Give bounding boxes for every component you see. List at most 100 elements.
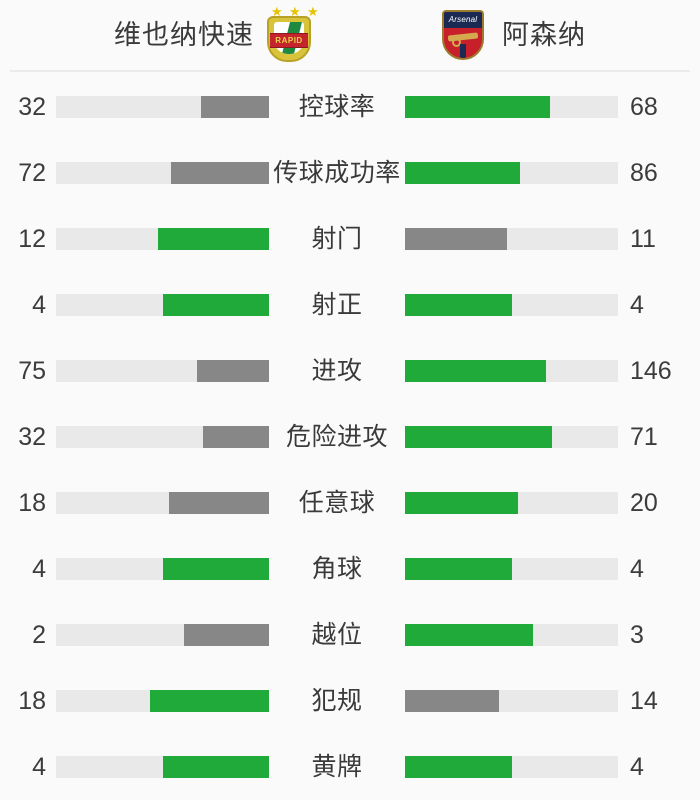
crest-stripe <box>460 44 466 58</box>
stat-row: 18 任意球 20 <box>0 470 700 536</box>
home-value: 72 <box>18 158 46 187</box>
rapid-wien-crest-icon: ★ ★ ★ RAPID <box>262 4 319 64</box>
stat-row: 2 越位 3 <box>0 602 700 668</box>
stat-label: 控球率 <box>298 92 376 121</box>
home-bar-fill <box>168 492 269 514</box>
arsenal-crest-icon: Arsenal <box>436 6 490 64</box>
home-bar-track <box>56 228 269 250</box>
home-value: 4 <box>32 554 46 583</box>
stat-label: 传球成功率 <box>273 158 401 187</box>
home-value: 2 <box>32 620 46 649</box>
away-value: 68 <box>630 92 658 121</box>
away-bar-track <box>405 96 618 118</box>
crest-stars: ★ ★ ★ <box>271 4 319 19</box>
home-bar-track <box>56 294 269 316</box>
stat-label: 危险进攻 <box>285 422 388 451</box>
stat-label: 越位 <box>311 620 363 649</box>
away-value: 71 <box>630 422 658 451</box>
home-bar-fill <box>200 96 269 118</box>
away-bar-track <box>405 492 618 514</box>
away-value: 14 <box>630 686 658 715</box>
home-bar-track <box>56 426 269 448</box>
home-bar-track <box>56 690 269 712</box>
stat-label: 射门 <box>311 224 363 253</box>
home-bar-fill <box>162 756 269 778</box>
home-value: 32 <box>18 92 46 121</box>
away-bar-fill <box>405 162 521 184</box>
crest-banner-text: Arsenal <box>448 15 478 24</box>
away-value: 4 <box>630 752 644 781</box>
stat-row: 75 进攻 146 <box>0 338 700 404</box>
stat-label: 黄牌 <box>311 752 363 781</box>
home-team-name: 维也纳快速 <box>114 19 254 50</box>
stat-row: 4 射正 4 <box>0 272 700 338</box>
stat-label: 进攻 <box>311 356 363 385</box>
home-bar-fill <box>162 558 269 580</box>
away-bar-track <box>405 360 618 382</box>
away-bar-fill <box>405 294 512 316</box>
away-bar-track <box>405 162 618 184</box>
home-bar-fill <box>149 690 269 712</box>
home-value: 18 <box>18 686 46 715</box>
away-bar-fill <box>405 360 546 382</box>
away-bar-fill <box>405 492 518 514</box>
crest-shield: Arsenal <box>442 10 484 60</box>
away-value: 146 <box>630 356 672 385</box>
stat-row: 18 犯规 14 <box>0 668 700 734</box>
away-bar-track <box>405 294 618 316</box>
stat-label: 犯规 <box>311 686 363 715</box>
away-value: 86 <box>630 158 658 187</box>
stat-row: 4 黄牌 4 <box>0 734 700 800</box>
home-value: 75 <box>18 356 46 385</box>
away-bar-fill <box>405 426 552 448</box>
away-value: 3 <box>630 620 644 649</box>
stats-list: 32 控球率 68 72 传球成功率 86 12 射门 11 4 射正 4 75 进攻 146 32 危险进攻 7… <box>0 72 700 800</box>
stat-label: 射正 <box>311 290 363 319</box>
away-bar-track <box>405 756 618 778</box>
stat-row: 12 射门 11 <box>0 206 700 272</box>
away-value: 4 <box>630 290 644 319</box>
away-bar-fill <box>405 624 533 646</box>
crest-banner: RAPID <box>270 33 308 48</box>
away-bar-fill <box>405 228 508 250</box>
home-bar-track <box>56 360 269 382</box>
home-value: 4 <box>32 290 46 319</box>
away-value: 20 <box>630 488 658 517</box>
away-bar-track <box>405 690 618 712</box>
away-bar-track <box>405 228 618 250</box>
home-bar-track <box>56 96 269 118</box>
home-bar-track <box>56 492 269 514</box>
away-bar-fill <box>405 96 550 118</box>
home-bar-track <box>56 756 269 778</box>
away-team: Arsenal 阿森纳 <box>436 4 586 66</box>
away-value: 11 <box>630 224 656 253</box>
home-bar-track <box>56 624 269 646</box>
stat-row: 32 控球率 68 <box>0 74 700 140</box>
away-bar-track <box>405 426 618 448</box>
stat-label: 角球 <box>311 554 363 583</box>
home-bar-fill <box>202 426 269 448</box>
home-value: 12 <box>18 224 46 253</box>
home-bar-track <box>56 162 269 184</box>
home-team: 维也纳快速 ★ ★ ★ RAPID <box>114 4 319 66</box>
crest-banner-text: RAPID <box>275 35 303 45</box>
away-team-name: 阿森纳 <box>502 19 586 50</box>
home-bar-fill <box>162 294 269 316</box>
home-bar-track <box>56 558 269 580</box>
teams-header: 维也纳快速 ★ ★ ★ RAPID <box>0 0 700 70</box>
away-bar-fill <box>405 690 499 712</box>
stat-row: 4 角球 4 <box>0 536 700 602</box>
crest-banner: Arsenal <box>444 12 482 28</box>
home-value: 18 <box>18 488 46 517</box>
crest-shield: RAPID <box>267 16 311 62</box>
stat-row: 72 传球成功率 86 <box>0 140 700 206</box>
away-bar-track <box>405 558 618 580</box>
stat-label: 任意球 <box>298 488 376 517</box>
home-bar-fill <box>158 228 269 250</box>
away-bar-fill <box>405 558 512 580</box>
home-value: 4 <box>32 752 46 781</box>
header-divider <box>10 70 690 72</box>
away-bar-fill <box>405 756 512 778</box>
home-bar-fill <box>171 162 269 184</box>
